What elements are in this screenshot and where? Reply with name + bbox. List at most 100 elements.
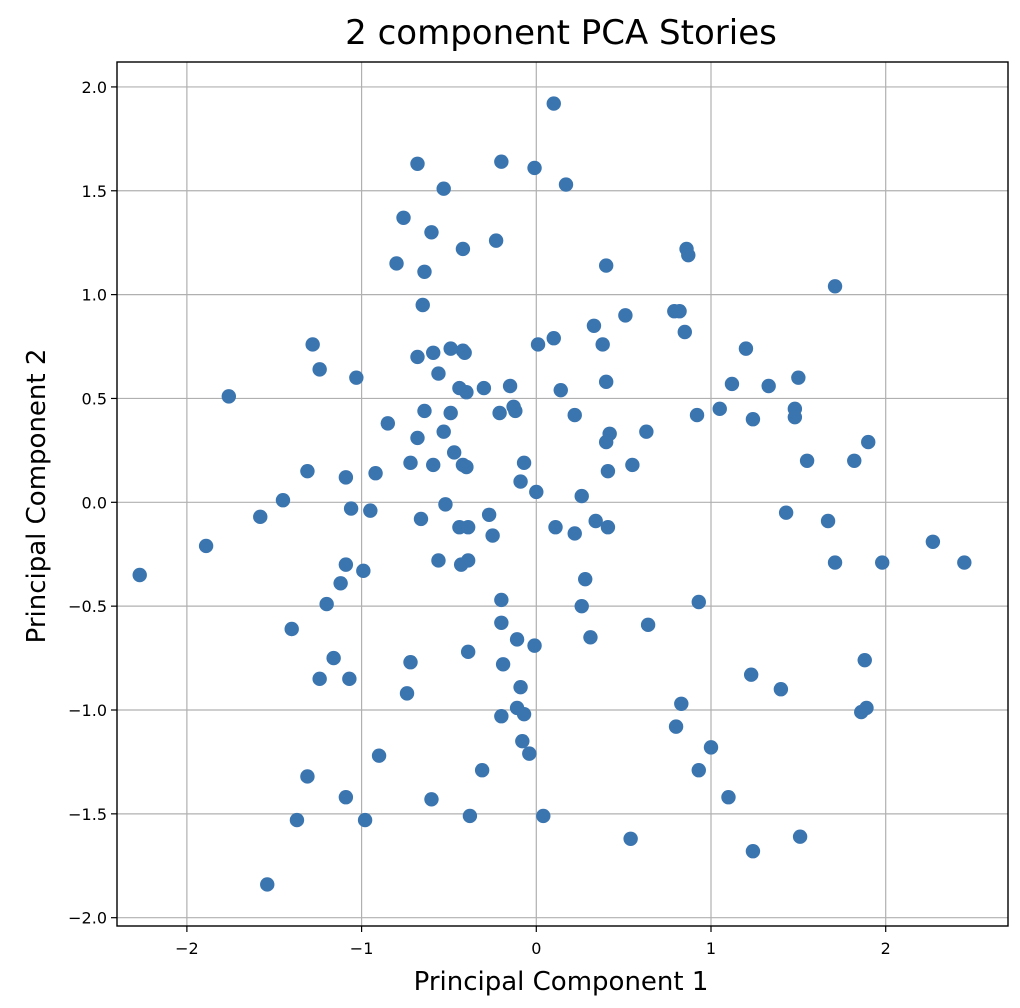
- data-point: [787, 409, 803, 425]
- data-point: [326, 650, 341, 666]
- data-point: [399, 686, 415, 701]
- data-point: [625, 457, 640, 473]
- data-point: [415, 297, 430, 313]
- data-point: [567, 407, 582, 423]
- data-point: [506, 399, 521, 414]
- data-point: [312, 671, 327, 687]
- data-point: [639, 424, 654, 439]
- data-point: [357, 812, 373, 828]
- data-point: [333, 576, 348, 591]
- data-point: [861, 434, 876, 450]
- data-point: [284, 621, 299, 637]
- data-point: [459, 385, 474, 400]
- data-point: [529, 484, 544, 500]
- data-point: [516, 706, 532, 722]
- data-point: [640, 617, 656, 633]
- data-point: [522, 746, 537, 761]
- data-point: [623, 831, 638, 846]
- data-point: [426, 457, 441, 473]
- plot-frame: [116, 61, 1009, 927]
- data-point: [600, 520, 616, 535]
- data-point: [875, 555, 890, 570]
- data-point: [312, 362, 327, 377]
- data-point: [724, 376, 740, 392]
- data-point: [417, 403, 432, 419]
- data-point: [460, 520, 476, 535]
- data-point: [536, 808, 551, 824]
- data-point: [338, 470, 354, 485]
- data-point: [598, 434, 614, 450]
- y-axis-ticks: −2.0 −1.5 −1.0 −0.5 0.0 0.5 1.0 1.5 2.0: [68, 78, 117, 928]
- data-point: [455, 241, 471, 257]
- data-point: [494, 154, 509, 169]
- data-point: [410, 349, 425, 365]
- data-point: [462, 808, 478, 824]
- data-point: [773, 682, 789, 697]
- data-point: [925, 534, 941, 549]
- data-point: [600, 463, 616, 479]
- data-point: [426, 345, 441, 360]
- data-point: [368, 466, 383, 481]
- data-point: [396, 210, 411, 225]
- data-point: [847, 453, 862, 468]
- data-point: [446, 445, 462, 460]
- data-point: [410, 156, 425, 171]
- data-point: [371, 748, 387, 763]
- data-point: [743, 667, 759, 682]
- data-point: [668, 719, 684, 734]
- data-point: [761, 378, 776, 394]
- y-tick-label: −2.0: [68, 909, 107, 928]
- scatter-points: [132, 96, 972, 892]
- data-point: [721, 790, 736, 805]
- data-point: [548, 520, 563, 535]
- data-point: [495, 657, 511, 672]
- data-point: [799, 453, 815, 468]
- data-point: [712, 401, 727, 417]
- data-point: [527, 638, 542, 653]
- data-point: [221, 389, 237, 404]
- data-point: [586, 318, 602, 333]
- data-point: [424, 792, 439, 807]
- data-point: [745, 844, 761, 859]
- data-point: [356, 563, 371, 579]
- data-point: [253, 509, 268, 525]
- data-point: [583, 630, 598, 645]
- data-point: [492, 405, 507, 421]
- data-point: [546, 331, 561, 346]
- x-axis-ticks: −2 −1 0 1 2: [175, 926, 891, 958]
- data-point: [527, 160, 542, 176]
- data-point: [338, 557, 354, 572]
- data-point: [436, 424, 451, 439]
- data-point: [513, 474, 528, 489]
- data-point: [132, 567, 147, 583]
- grid-lines: [117, 62, 1008, 926]
- data-point: [859, 700, 874, 716]
- data-point: [672, 304, 687, 319]
- data-point: [300, 463, 315, 479]
- data-point: [380, 416, 395, 431]
- data-point: [349, 370, 364, 385]
- data-point: [460, 644, 476, 660]
- data-point: [436, 181, 451, 196]
- data-point: [553, 382, 568, 398]
- data-point: [957, 555, 972, 570]
- data-point: [574, 598, 589, 614]
- data-point: [289, 812, 305, 828]
- data-point: [691, 594, 706, 610]
- data-point: [474, 763, 490, 778]
- data-point: [494, 592, 509, 608]
- data-point: [677, 324, 692, 340]
- data-point: [438, 497, 453, 512]
- data-point: [574, 488, 589, 504]
- data-point: [681, 247, 696, 263]
- y-tick-label: −1.5: [68, 805, 107, 824]
- data-point: [453, 557, 469, 572]
- chart-title: 2 component PCA Stories: [345, 13, 777, 53]
- data-point: [703, 740, 719, 755]
- data-point: [827, 555, 843, 570]
- data-point: [745, 412, 761, 427]
- y-tick-label: 0.5: [82, 389, 107, 408]
- data-point: [443, 405, 458, 421]
- data-point: [431, 366, 446, 381]
